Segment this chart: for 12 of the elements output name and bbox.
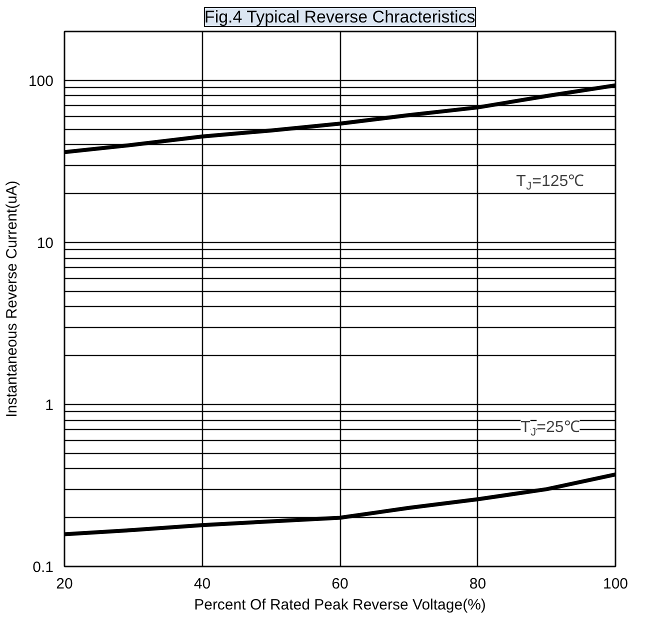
y-tick-label: 1: [45, 396, 54, 414]
x-tick-label: 60: [332, 576, 348, 592]
y-tick-label: 10: [36, 234, 54, 252]
x-tick-label: 40: [194, 576, 211, 592]
y-axis-title: Instantaneous Reverse Current(uA): [3, 180, 20, 418]
x-tick-label: 100: [602, 576, 628, 592]
x-axis-title: Percent Of Rated Peak Reverse Voltage(%): [194, 596, 486, 614]
chart-title: Fig.4 Typical Reverse Chracteristics: [204, 8, 476, 26]
y-tick-label: 100: [28, 72, 54, 90]
x-tick-label: 20: [56, 576, 73, 592]
x-tick-label: 80: [469, 576, 486, 592]
y-tick-label: 0.1: [32, 559, 54, 576]
